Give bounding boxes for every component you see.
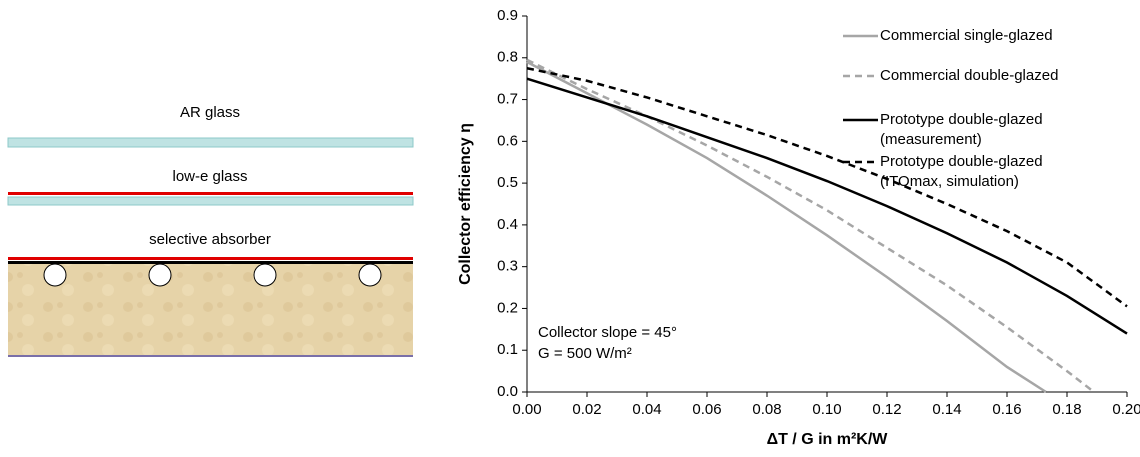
selective-coating bbox=[8, 257, 413, 260]
pipe bbox=[148, 263, 172, 287]
series-line bbox=[526, 66, 1128, 308]
x-tick-label: 0.08 bbox=[752, 401, 781, 418]
x-tick-label: 0.10 bbox=[812, 401, 841, 418]
annotation: G = 500 W/m² bbox=[538, 345, 632, 362]
low-e-coating bbox=[8, 192, 413, 195]
y-tick-label: 0.6 bbox=[497, 132, 518, 149]
back-plate bbox=[8, 355, 413, 357]
legend-entry: Commercial double-glazed bbox=[880, 67, 1059, 84]
x-tick-label: 0.16 bbox=[992, 401, 1021, 418]
x-tick-label: 0.12 bbox=[872, 401, 901, 418]
annotation: Collector slope = 45° bbox=[538, 324, 677, 341]
insulation bbox=[8, 262, 413, 356]
layer-diagram: AR glass low-e glass selective absorber bbox=[7, 104, 414, 357]
y-tick-label: 0.9 bbox=[497, 7, 518, 24]
x-tick-label: 0.00 bbox=[512, 401, 541, 418]
series-line bbox=[526, 77, 1128, 335]
y-tick-label: 0.7 bbox=[497, 91, 518, 108]
x-axis-label: ΔT / G in m²K/W bbox=[767, 431, 889, 448]
legend-entry: Commercial single-glazed bbox=[880, 27, 1053, 44]
y-tick-label: 0.1 bbox=[497, 341, 518, 358]
y-tick-label: 0.5 bbox=[497, 174, 518, 191]
x-tick-label: 0.20 bbox=[1112, 401, 1140, 418]
x-tick-label: 0.06 bbox=[692, 401, 721, 418]
series-line bbox=[526, 58, 1095, 393]
y-tick-label: 0.3 bbox=[497, 258, 518, 275]
series-line bbox=[526, 60, 1047, 394]
absorber-plate bbox=[8, 261, 413, 264]
y-tick-label: 0.0 bbox=[497, 383, 518, 400]
legend-entry: Prototype double-glazed (ITOmax, simulat… bbox=[880, 153, 1043, 190]
layer-label: selective absorber bbox=[149, 231, 271, 248]
x-tick-label: 0.04 bbox=[632, 401, 661, 418]
pipe bbox=[358, 263, 382, 287]
layer-label: low-e glass bbox=[172, 168, 247, 185]
layer-label: AR glass bbox=[180, 104, 240, 121]
x-tick-label: 0.02 bbox=[572, 401, 601, 418]
pipe bbox=[253, 263, 277, 287]
y-axis-label: Collector efficiency η bbox=[457, 123, 474, 285]
y-tick-label: 0.2 bbox=[497, 299, 518, 316]
ar-glass bbox=[7, 137, 414, 148]
y-tick-label: 0.8 bbox=[497, 49, 518, 66]
x-tick-label: 0.18 bbox=[1052, 401, 1081, 418]
x-tick-label: 0.14 bbox=[932, 401, 961, 418]
pipe bbox=[43, 263, 67, 287]
y-tick-label: 0.4 bbox=[497, 216, 518, 233]
low-e-glass bbox=[7, 196, 414, 206]
legend-entry: Prototype double-glazed (measurement) bbox=[880, 111, 1043, 148]
